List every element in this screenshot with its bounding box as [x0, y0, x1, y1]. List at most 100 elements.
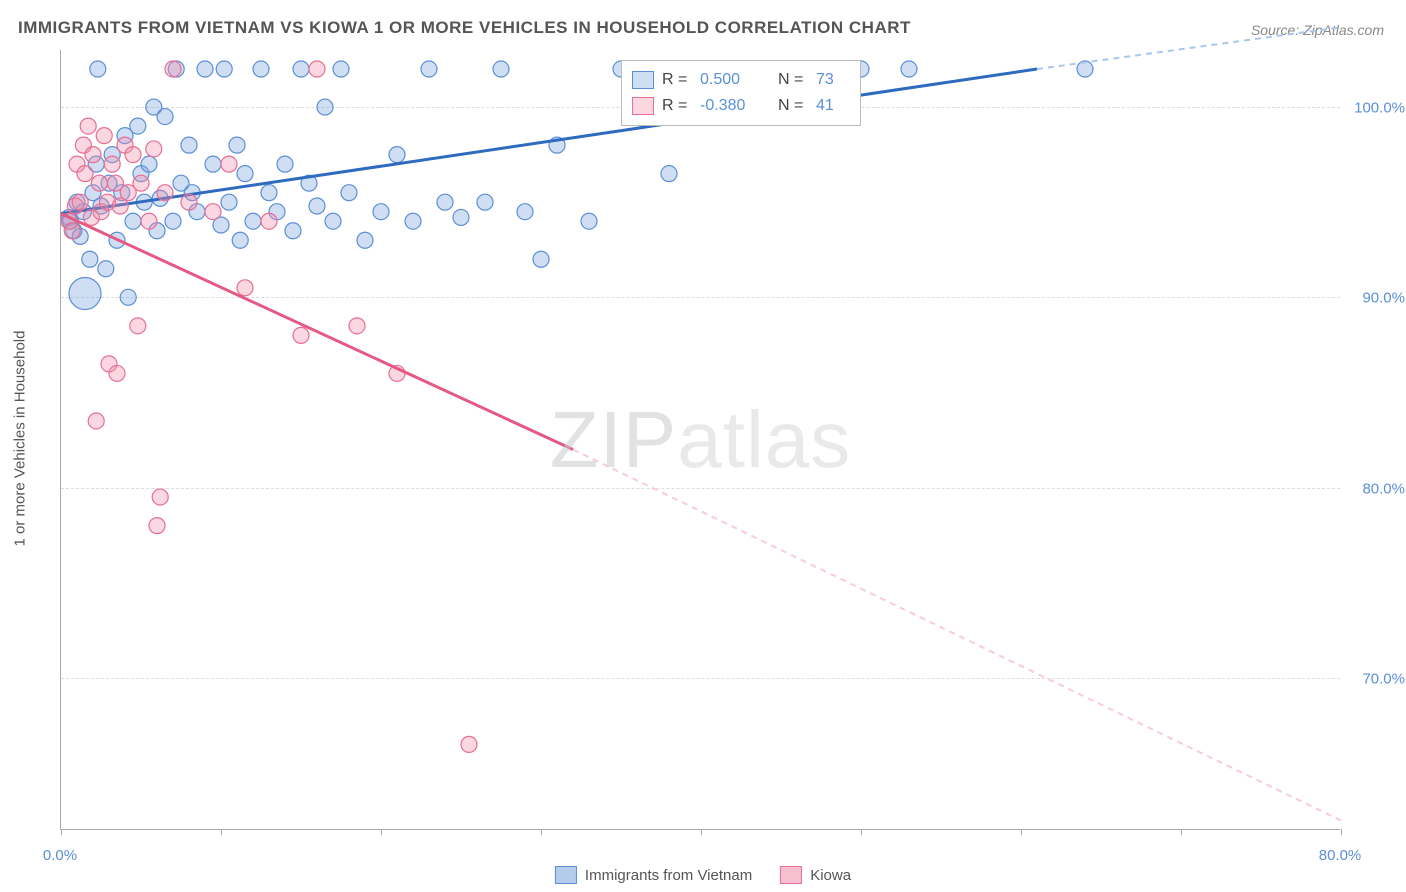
data-point [333, 61, 349, 77]
data-point [317, 99, 333, 115]
legend-n-value: 41 [816, 97, 846, 115]
legend-row: R =0.500N =73 [632, 67, 846, 93]
data-point [181, 137, 197, 153]
data-point [133, 175, 149, 191]
y-axis-label: 1 or more Vehicles in Household [12, 331, 29, 547]
x-tick [1021, 829, 1022, 835]
series-legend-label: Immigrants from Vietnam [585, 867, 752, 884]
data-point [82, 251, 98, 267]
data-point [157, 109, 173, 125]
data-point [125, 147, 141, 163]
series-legend-item: Kiowa [780, 866, 851, 884]
y-tick-label: 90.0% [1345, 290, 1405, 307]
data-point [309, 198, 325, 214]
data-point [373, 204, 389, 220]
data-point [130, 318, 146, 334]
x-tick [861, 829, 862, 835]
data-point [389, 147, 405, 163]
legend-r-label: R = [662, 97, 692, 115]
legend-n-value: 73 [816, 71, 846, 89]
y-tick-label: 70.0% [1345, 670, 1405, 687]
data-point [453, 209, 469, 225]
data-point [152, 489, 168, 505]
legend-swatch [632, 97, 654, 115]
data-point [141, 156, 157, 172]
data-point [477, 194, 493, 210]
data-point [205, 156, 221, 172]
source-attribution: Source: ZipAtlas.com [1251, 22, 1384, 38]
data-point [341, 185, 357, 201]
data-point [197, 61, 213, 77]
data-point [72, 194, 88, 210]
data-point [285, 223, 301, 239]
data-point [349, 318, 365, 334]
data-point [141, 213, 157, 229]
x-tick [61, 829, 62, 835]
data-point [237, 166, 253, 182]
data-point [293, 327, 309, 343]
data-point [493, 61, 509, 77]
data-point [104, 156, 120, 172]
x-tick-label: 0.0% [43, 847, 77, 864]
y-tick-label: 80.0% [1345, 480, 1405, 497]
data-point [96, 128, 112, 144]
data-point [109, 365, 125, 381]
trend-line-dashed [573, 450, 1341, 821]
x-tick [1341, 829, 1342, 835]
data-point [157, 185, 173, 201]
data-point [130, 118, 146, 134]
data-point [901, 61, 917, 77]
legend-row: R =-0.380N =41 [632, 93, 846, 119]
data-point [581, 213, 597, 229]
data-point [205, 204, 221, 220]
data-point [120, 289, 136, 305]
correlation-legend: R =0.500N =73R =-0.380N =41 [621, 60, 861, 126]
data-point [98, 261, 114, 277]
series-legend: Immigrants from Vietnam Kiowa [555, 866, 851, 884]
legend-r-value: 0.500 [700, 71, 770, 89]
series-legend-label: Kiowa [810, 867, 851, 884]
data-point [277, 156, 293, 172]
data-point [405, 213, 421, 229]
data-point [165, 213, 181, 229]
data-point [309, 61, 325, 77]
plot-svg [61, 50, 1340, 829]
data-point [91, 175, 107, 191]
data-point [245, 213, 261, 229]
chart-title: IMMIGRANTS FROM VIETNAM VS KIOWA 1 OR MO… [18, 18, 911, 38]
legend-n-label: N = [778, 71, 808, 89]
series-legend-item: Immigrants from Vietnam [555, 866, 752, 884]
data-point [221, 194, 237, 210]
data-point [232, 232, 248, 248]
data-point [261, 213, 277, 229]
y-tick-label: 100.0% [1345, 100, 1405, 117]
data-point [64, 223, 80, 239]
data-point [69, 278, 101, 310]
legend-r-value: -0.380 [700, 97, 770, 115]
x-tick-label: 80.0% [1319, 847, 1362, 864]
x-tick [1181, 829, 1182, 835]
data-point [261, 185, 277, 201]
plot-area: 70.0%80.0%90.0%100.0% ZIPatlas R =0.500N… [60, 50, 1340, 830]
data-point [661, 166, 677, 182]
x-tick [701, 829, 702, 835]
data-point [325, 213, 341, 229]
data-point [149, 518, 165, 534]
data-point [80, 118, 96, 134]
data-point [85, 147, 101, 163]
data-point [90, 61, 106, 77]
trend-line [61, 69, 1037, 214]
x-tick [221, 829, 222, 835]
data-point [165, 61, 181, 77]
data-point [253, 61, 269, 77]
data-point [125, 213, 141, 229]
legend-swatch [632, 71, 654, 89]
data-point [293, 61, 309, 77]
data-point [461, 736, 477, 752]
correlation-chart: IMMIGRANTS FROM VIETNAM VS KIOWA 1 OR MO… [0, 0, 1406, 892]
data-point [517, 204, 533, 220]
data-point [181, 194, 197, 210]
data-point [437, 194, 453, 210]
data-point [77, 166, 93, 182]
data-point [533, 251, 549, 267]
